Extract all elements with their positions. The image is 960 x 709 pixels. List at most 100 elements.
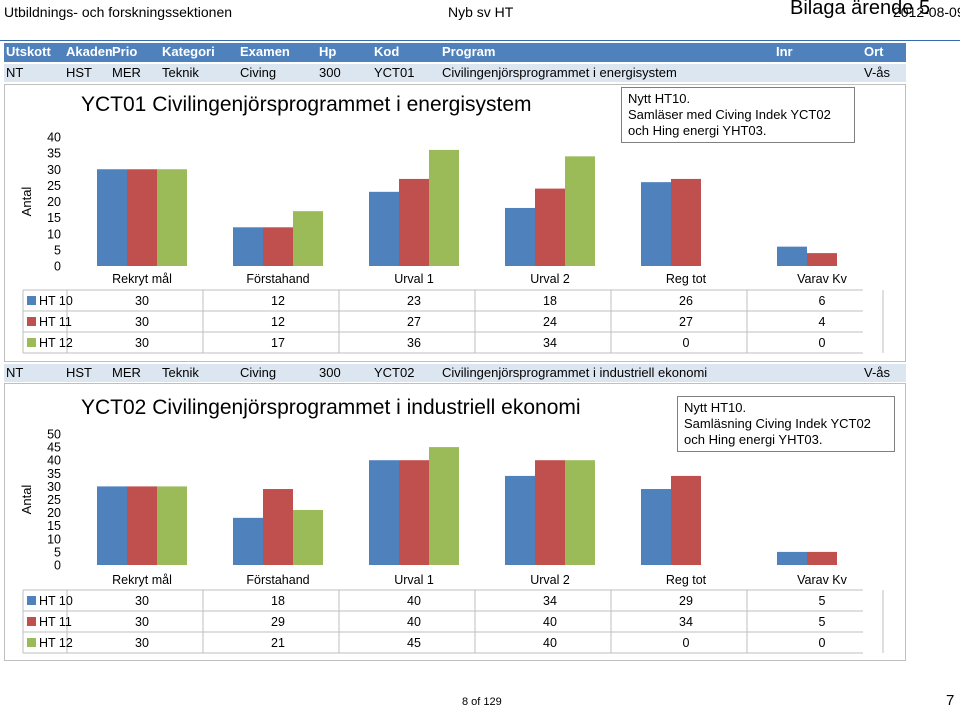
bar-ht11 [807, 253, 837, 266]
legend-swatch [27, 638, 36, 647]
data-label: 24 [543, 315, 557, 329]
annex-label: Bilaga ärende 5 [790, 0, 931, 19]
bar-ht11 [535, 188, 565, 266]
cell-kategori: Teknik [162, 65, 199, 80]
data-label: 40 [543, 615, 557, 629]
program-row-yct02: NT HST MER Teknik Civing 300 YCT02 Civil… [4, 364, 906, 382]
col-prio: Prio [112, 44, 138, 59]
data-label: 0 [683, 336, 690, 350]
note-line: Samläser med Civing Indek YCT02 [628, 107, 831, 122]
x-category-label: Förstahand [246, 272, 309, 286]
y-tick-label: 10 [47, 227, 61, 241]
cell-utskott: NT [6, 65, 24, 80]
legend-swatch [27, 338, 36, 347]
data-label: 30 [135, 336, 149, 350]
bar-ht11 [671, 475, 701, 565]
col-examen: Examen [240, 44, 290, 59]
bar-ht12 [293, 509, 323, 565]
data-label: 27 [407, 315, 421, 329]
bar-ht11 [399, 460, 429, 565]
data-label: 45 [407, 636, 421, 650]
cell-akadem: HST [66, 365, 92, 380]
data-label: 12 [271, 294, 285, 308]
x-category-label: Förstahand [246, 573, 309, 587]
chart-yct02: YCT02 Civilingenjörsprogrammet i industr… [4, 383, 906, 661]
y-tick-label: 0 [54, 559, 61, 573]
y-tick-label: 40 [47, 131, 61, 145]
note-line: och Hing energi YHT03. [684, 432, 823, 447]
column-header-row: Utskott Akadem Prio Kategori Examen Hp K… [4, 43, 906, 62]
bar-ht10 [97, 486, 127, 565]
y-tick-label: 10 [47, 532, 61, 546]
bar-ht10 [777, 551, 807, 565]
section-name: Utbildnings- och forskningssektionen [4, 4, 233, 20]
y-tick-label: 20 [47, 195, 61, 209]
bar-ht12 [565, 460, 595, 565]
bar-ht12 [429, 447, 459, 565]
bar-ht11 [263, 489, 293, 565]
bar-ht11 [263, 227, 293, 266]
x-category-label: Rekryt mål [112, 272, 172, 286]
col-hp: Hp [319, 44, 337, 59]
x-category-label: Reg tot [666, 272, 707, 286]
col-program: Program [442, 44, 496, 59]
chart-yct01: YCT01 Civilingenjörsprogrammet i energis… [4, 84, 906, 362]
data-label: 27 [679, 315, 693, 329]
chart-title: YCT01 Civilingenjörsprogrammet i energis… [81, 93, 532, 116]
cell-examen: Civing [240, 365, 277, 380]
bar-ht10 [97, 169, 127, 266]
data-label: 40 [407, 615, 421, 629]
data-label: 40 [407, 594, 421, 608]
top-header: Utbildnings- och forskningssektionen Nyb… [0, 0, 960, 41]
data-label: 23 [407, 294, 421, 308]
note-line: Nytt HT10. [628, 91, 691, 106]
y-tick-label: 20 [47, 506, 61, 520]
bar-ht10 [233, 227, 263, 266]
report-date: 2012-08-09 [893, 4, 960, 20]
cell-ort: V-ås [864, 65, 891, 80]
y-tick-label: 15 [47, 519, 61, 533]
col-akadem: Akadem [66, 44, 112, 59]
bar-ht12 [157, 169, 187, 266]
cell-kod: YCT02 [374, 365, 415, 380]
legend-label: HT 10 [39, 294, 73, 308]
col-ort: Ort [864, 44, 884, 59]
data-label: 29 [679, 594, 693, 608]
data-label: 0 [819, 636, 826, 650]
cell-hp: 300 [319, 65, 341, 80]
cell-akadem: HST [66, 65, 92, 80]
x-category-label: Reg tot [666, 573, 707, 587]
bar-ht11 [671, 178, 701, 266]
legend-label: HT 11 [39, 315, 72, 329]
chart-yct01-svg: YCT01 Civilingenjörsprogrammet i energis… [19, 93, 884, 354]
cell-program: Civilingenjörsprogrammet i industriell e… [442, 365, 708, 380]
x-category-label: Varav Kv [797, 272, 848, 286]
y-axis-label: Antal [19, 485, 34, 515]
x-category-label: Urval 2 [530, 573, 570, 587]
legend-label: HT 10 [39, 594, 73, 608]
report-name: Nyb sv HT [448, 4, 514, 20]
cell-program: Civilingenjörsprogrammet i energisystem [442, 65, 677, 80]
data-label: 18 [543, 294, 557, 308]
bar-ht10 [505, 475, 535, 565]
data-label: 5 [819, 615, 826, 629]
bar-ht10 [369, 460, 399, 565]
y-tick-label: 40 [47, 454, 61, 468]
cell-ort: V-ås [864, 365, 891, 380]
bar-ht11 [399, 178, 429, 266]
col-inr: Inr [776, 44, 793, 59]
data-label: 30 [135, 594, 149, 608]
y-tick-label: 5 [54, 243, 61, 257]
cell-prio: MER [112, 365, 141, 380]
bar-ht10 [641, 489, 671, 565]
bar-ht10 [233, 517, 263, 565]
bar-ht11 [535, 460, 565, 565]
program-row-yct01: NT HST MER Teknik Civing 300 YCT01 Civil… [4, 64, 906, 82]
chart-yct02-svg: YCT02 Civilingenjörsprogrammet i industr… [19, 396, 884, 654]
legend-swatch [27, 617, 36, 626]
bar-ht10 [777, 246, 807, 266]
y-tick-label: 25 [47, 493, 61, 507]
x-category-label: Varav Kv [797, 573, 848, 587]
note-line: Nytt HT10. [684, 400, 747, 415]
legend-swatch [27, 317, 36, 326]
